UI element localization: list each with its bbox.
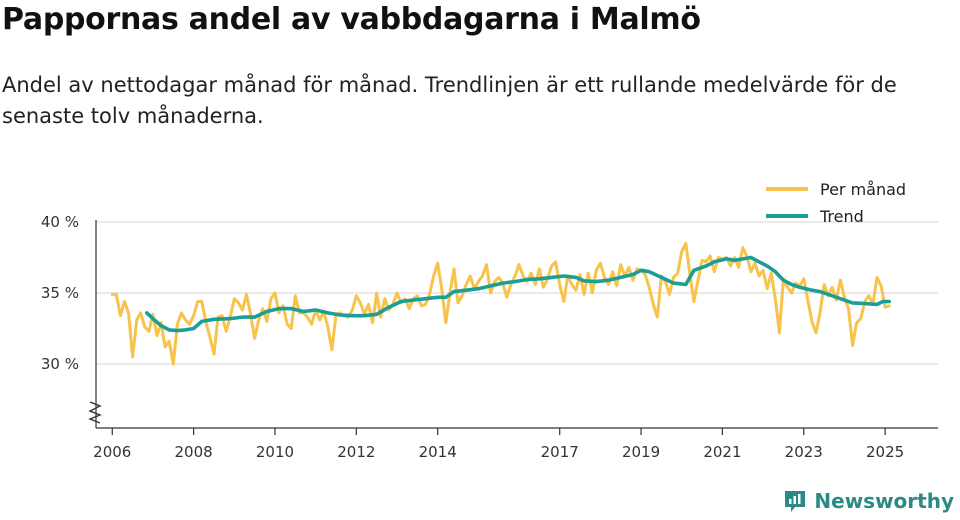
y-tick-label: 40 %: [41, 213, 79, 231]
y-tick-label: 35 %: [41, 284, 79, 302]
legend-label: Trend: [819, 207, 864, 226]
newsworthy-logo-icon: [785, 491, 806, 512]
x-tick-label: 2021: [703, 443, 741, 461]
axes: 40 % 35 % 30 % 2006 2008 2010 2012 2014 2017 2019…: [41, 213, 938, 461]
x-tick-label: 2017: [541, 443, 579, 461]
series-line-per-manad: [110, 241, 891, 366]
x-tick-label: 2006: [93, 443, 131, 461]
brand-name: Newsworthy: [814, 489, 954, 513]
x-tick-label: 2019: [622, 443, 660, 461]
x-tick-label: 2014: [419, 443, 457, 461]
y-tick-label: 30 %: [41, 355, 79, 373]
chart-title: Pappornas andel av vabbdagarna i Malmö: [2, 2, 701, 37]
series-line-trend: [145, 255, 891, 333]
x-tick-label: 2008: [175, 443, 213, 461]
x-tick-label: 2012: [337, 443, 375, 461]
data-series: [110, 241, 891, 366]
x-tick-label: 2023: [785, 443, 823, 461]
axis-break-icon: [88, 401, 102, 424]
x-tick-label: 2025: [866, 443, 904, 461]
legend: Per månad Trend: [766, 180, 906, 226]
legend-label: Per månad: [820, 180, 906, 199]
x-tick-label: 2010: [256, 443, 294, 461]
chart-subtitle: Andel av nettodagar månad för månad. Tre…: [2, 73, 897, 128]
brand-logo: Newsworthy: [782, 488, 954, 514]
grid-lines: [96, 221, 938, 365]
